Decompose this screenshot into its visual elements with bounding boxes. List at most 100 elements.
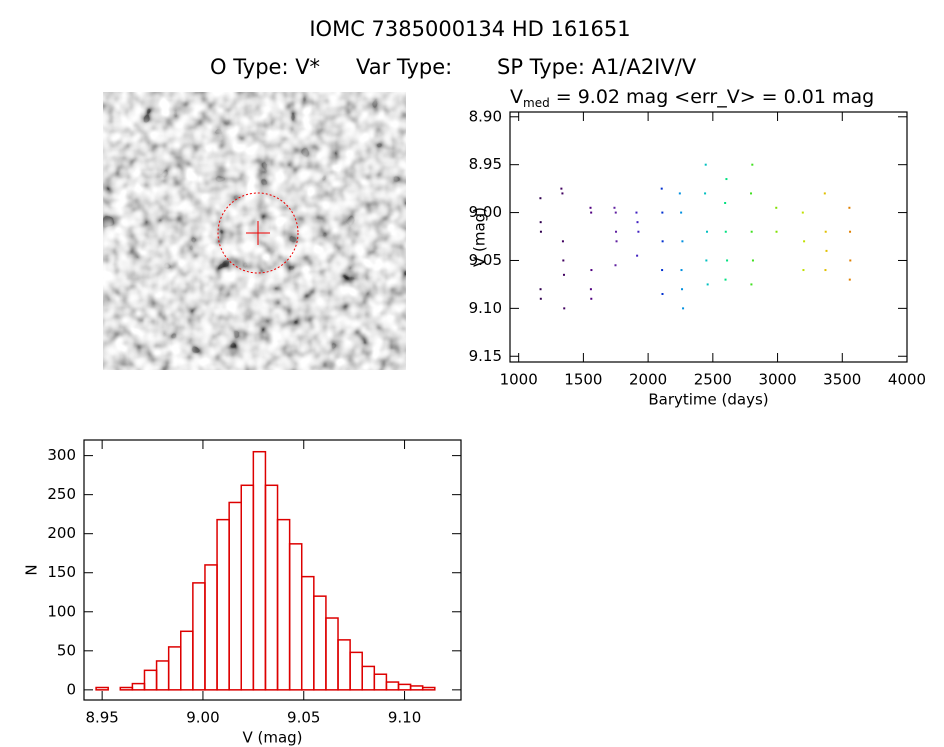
bar: [228, 501, 243, 691]
point: [615, 230, 618, 233]
point: [539, 197, 542, 200]
point: [705, 259, 708, 262]
y-tick-label: 9.15: [469, 347, 502, 365]
bar: [240, 484, 255, 691]
point: [724, 201, 727, 204]
object-type: O Type: V*: [210, 55, 320, 79]
point: [562, 259, 565, 262]
y-tick-label: 100: [47, 602, 76, 620]
point: [614, 264, 617, 267]
annotation-symbol: V: [510, 86, 523, 108]
annotation-subscript: med: [523, 96, 550, 110]
bar: [373, 673, 388, 691]
point: [613, 206, 616, 209]
point: [661, 211, 664, 214]
point: [704, 192, 707, 195]
x-tick-label: 3500: [823, 371, 861, 389]
bar: [325, 617, 339, 691]
bar: [155, 660, 170, 691]
point: [589, 206, 592, 209]
point: [590, 211, 593, 214]
x-tick-label: 4000: [888, 371, 926, 389]
y-tick-label: 150: [47, 563, 76, 581]
point: [590, 269, 593, 272]
y-tick-label: 0: [66, 680, 76, 698]
y-tick-label: 9.00: [469, 203, 502, 221]
point: [614, 211, 617, 214]
point: [661, 292, 664, 295]
point: [661, 240, 664, 243]
point: [681, 240, 684, 243]
annotation-text: = 9.02 mag <err_V> = 0.01 mag: [550, 86, 874, 108]
sky-image: [103, 92, 406, 370]
bar: [397, 683, 412, 691]
x-tick-label: 1000: [500, 371, 538, 389]
y-axis-label: N: [23, 564, 41, 575]
y-tick-label: 8.90: [469, 107, 502, 125]
bar: [361, 665, 376, 691]
point: [680, 211, 683, 214]
point: [775, 230, 778, 233]
variable-type: Var Type:: [356, 55, 452, 79]
point: [589, 288, 592, 291]
point: [562, 273, 565, 276]
point: [681, 288, 684, 291]
x-axis-label: Barytime (days): [648, 391, 768, 409]
bar: [313, 595, 327, 691]
bar: [349, 651, 363, 691]
x-axis-label: V (mag): [242, 729, 302, 747]
point: [848, 206, 851, 209]
y-tick-label: 300: [47, 446, 76, 464]
point: [849, 230, 852, 233]
point: [750, 283, 753, 286]
point: [539, 297, 542, 300]
point: [563, 307, 566, 310]
point: [636, 221, 639, 224]
bar: [252, 450, 267, 691]
bar: [131, 682, 146, 691]
plot-frame: [83, 439, 462, 701]
point: [848, 278, 851, 281]
bar: [204, 564, 218, 691]
point: [825, 249, 828, 252]
bar: [167, 646, 182, 691]
bar: [276, 518, 291, 691]
bar: [216, 518, 230, 691]
point: [680, 269, 683, 272]
bar: [180, 630, 194, 691]
point: [539, 221, 542, 224]
annotation: Vmed = 9.02 mag <err_V> = 0.01 mag: [510, 86, 874, 110]
point: [539, 288, 542, 291]
point: [706, 230, 709, 233]
x-tick-label: 3000: [758, 371, 796, 389]
y-tick-label: 8.95: [469, 155, 502, 173]
bar: [95, 686, 109, 691]
bar: [192, 582, 206, 691]
point: [750, 230, 753, 233]
bar: [300, 575, 315, 691]
plot-frame: [509, 111, 908, 363]
point: [561, 240, 564, 243]
point: [751, 259, 754, 262]
spectral-type: SP Type: A1/A2IV/V: [497, 55, 697, 79]
title: IOMC 7385000134 HD 161651: [309, 17, 630, 41]
point: [726, 259, 729, 262]
image: [103, 92, 406, 370]
x-tick-label: 2500: [694, 371, 732, 389]
point: [560, 187, 563, 190]
bar: [409, 685, 424, 691]
point: [775, 206, 778, 209]
point: [725, 178, 728, 181]
bar: [143, 669, 158, 691]
x-tick-label: 1500: [564, 371, 602, 389]
point: [801, 211, 804, 214]
point: [682, 307, 685, 310]
point: [635, 211, 638, 214]
point: [803, 240, 806, 243]
y-tick-label: 250: [47, 485, 76, 503]
point: [750, 192, 753, 195]
point: [660, 187, 663, 190]
y-tick-label: 9.10: [469, 299, 502, 317]
point: [823, 192, 826, 195]
